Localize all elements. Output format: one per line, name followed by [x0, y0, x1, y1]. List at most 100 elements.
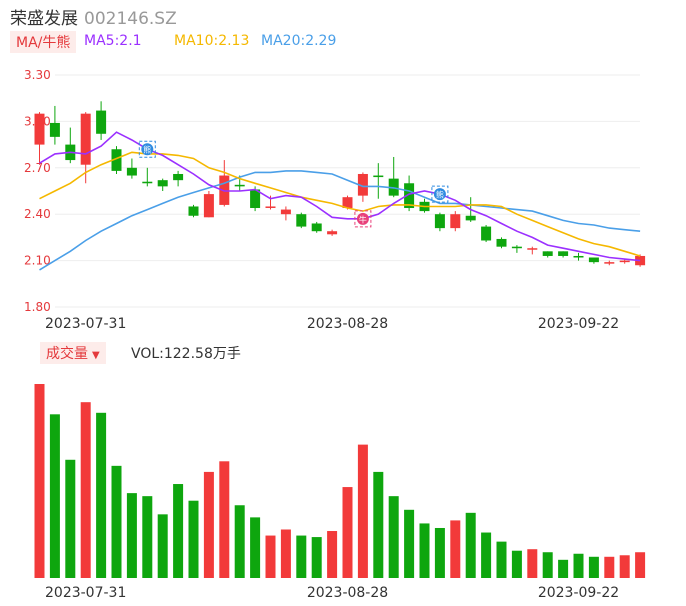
volume-bar: [49, 414, 60, 578]
volume-bar: [265, 535, 276, 578]
moving-average-lines: [39, 131, 641, 271]
volume-bar: [280, 529, 291, 578]
candle-body: [588, 257, 599, 263]
candle-body: [265, 206, 276, 208]
volume-bar: [388, 496, 399, 578]
candle-body: [527, 248, 538, 250]
candle-body: [496, 238, 507, 247]
price-tick-label: 2.70: [24, 161, 51, 175]
candle-body: [481, 226, 492, 241]
price-grid: [55, 74, 640, 308]
volume-bar: [558, 559, 569, 578]
date-tick-label: 2023-07-31: [45, 585, 126, 601]
candle-body: [80, 113, 91, 165]
volume-bar: [157, 514, 168, 578]
price-tick-label: 2.10: [24, 254, 51, 268]
volume-bar: [619, 555, 630, 578]
candle-body: [573, 255, 584, 258]
stock-name: 荣盛发展: [10, 9, 78, 29]
volume-bars: [34, 384, 646, 578]
candle-body: [49, 122, 60, 137]
candle-body: [604, 262, 615, 264]
volume-bar: [450, 520, 461, 578]
volume-bar: [465, 512, 476, 578]
price-tick-label: 3.30: [24, 68, 51, 82]
bull-bear-markers: 熊牛 熊: [138, 140, 449, 228]
ma20-legend: MA20:2.29: [261, 33, 337, 49]
ma-indicator-tab[interactable]: MA/牛熊: [10, 31, 77, 53]
volume-indicator-tab[interactable]: 成交量 ▼: [40, 342, 106, 364]
volume-bar: [373, 471, 384, 578]
volume-bar: [342, 487, 353, 578]
date-tick-label: 2023-08-28: [307, 585, 388, 601]
volume-bar: [635, 552, 646, 578]
volume-bar: [404, 509, 415, 578]
candle-body: [296, 214, 307, 227]
volume-bar: [481, 532, 492, 578]
candle-body: [311, 223, 322, 232]
volume-bar: [542, 552, 553, 578]
volume-bar: [527, 549, 538, 578]
volume-bar: [96, 412, 107, 578]
candlesticks: [34, 101, 646, 267]
candle-body: [142, 181, 153, 184]
candle-body: [250, 189, 261, 209]
volume-bar: [511, 550, 522, 578]
volume-bar: [65, 459, 76, 578]
candle-body: [511, 246, 522, 249]
date-tick-label: 2023-08-28: [307, 316, 388, 332]
candle-body: [357, 173, 368, 196]
volume-bar: [327, 531, 338, 578]
volume-bar: [219, 461, 230, 578]
volume-value: VOL:122.58万手: [131, 346, 241, 362]
candle-body: [234, 184, 245, 187]
volume-bar: [126, 493, 137, 578]
price-date-axis: 2023-07-31 2023-08-28 2023-09-22: [45, 316, 619, 332]
volume-bar: [142, 496, 153, 578]
marker-label: 熊: [143, 145, 151, 155]
candle-body: [434, 214, 445, 229]
date-tick-label: 2023-09-22: [538, 316, 619, 332]
candle-body: [542, 251, 553, 256]
marker-label: 牛: [359, 214, 367, 224]
volume-bar: [573, 553, 584, 578]
volume-bar: [203, 471, 214, 578]
volume-bar: [173, 484, 184, 578]
date-tick-label: 2023-07-31: [45, 316, 126, 332]
volume-bar: [188, 500, 199, 578]
ma20-line: [39, 170, 641, 271]
marker-frame: [138, 140, 156, 158]
volume-bar: [250, 517, 261, 578]
ma5-line: [39, 131, 641, 262]
candle-body: [327, 231, 338, 235]
volume-bar: [588, 556, 599, 578]
volume-bar: [434, 527, 445, 578]
candle-body: [173, 173, 184, 181]
candle-body: [111, 149, 122, 171]
candle-body: [126, 167, 137, 176]
candle-body: [404, 183, 415, 209]
volume-bar: [419, 523, 430, 578]
caret-down-icon: ▼: [92, 350, 100, 361]
candle-body: [373, 175, 384, 178]
bear-marker: 熊: [138, 140, 156, 158]
volume-bar: [357, 444, 368, 578]
stock-code: 002146.SZ: [84, 9, 177, 29]
marker-dot: [141, 143, 154, 156]
candle-body: [203, 194, 214, 218]
candle-body: [619, 260, 630, 263]
volume-indicator-label: 成交量: [46, 346, 88, 362]
candle-body: [34, 113, 45, 145]
volume-bar: [604, 556, 615, 578]
volume-bar: [34, 384, 45, 578]
marker-dot: [433, 188, 446, 201]
price-tick-label: 1.80: [24, 300, 51, 314]
volume-bar: [296, 535, 307, 578]
marker-dot: [356, 212, 369, 225]
candle-body: [188, 206, 199, 216]
ma10-legend: MA10:2.13: [174, 33, 250, 49]
candle-body: [280, 209, 291, 215]
stock-title: 荣盛发展 002146.SZ: [10, 4, 177, 29]
volume-bar: [80, 402, 91, 578]
ma-indicator-label: MA/牛熊: [16, 35, 71, 51]
